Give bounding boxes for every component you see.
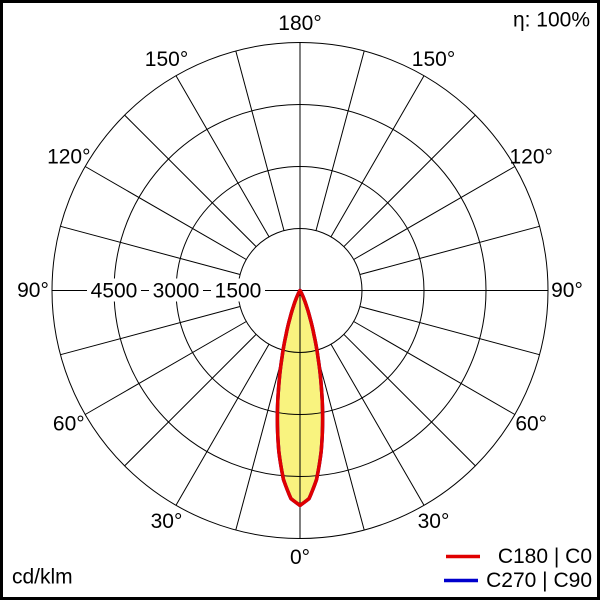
- curve-c180-c0: [275, 288, 325, 508]
- radial-scale-labels: 4500 3000 1500: [87, 278, 265, 303]
- polar-grid: [51, 42, 549, 539]
- grid-spoke: [315, 350, 365, 531]
- grid-spoke: [60, 306, 241, 356]
- grid-spoke: [330, 343, 425, 506]
- angle-label: 0°: [290, 546, 310, 569]
- radial-label-bg: [211, 278, 265, 302]
- grid-spoke: [124, 333, 257, 467]
- angle-label: 30°: [418, 510, 450, 533]
- grid-spoke: [330, 75, 425, 238]
- angle-label: 60°: [515, 413, 547, 436]
- angle-label: 150°: [412, 48, 455, 71]
- radial-tick-label: 1500: [215, 280, 262, 303]
- angle-label: 120°: [47, 146, 90, 169]
- grid-spoke: [315, 50, 365, 231]
- grid-spoke: [343, 333, 476, 467]
- grid-spoke: [359, 225, 540, 275]
- radial-tick-label: 3000: [153, 280, 200, 303]
- efficiency-label: η: 100%: [513, 9, 590, 32]
- grid-spoke: [235, 50, 285, 231]
- angle-label: 150°: [145, 48, 188, 71]
- grid-spoke: [359, 306, 540, 356]
- legend-label-c270-c90: C270 | C90: [486, 569, 592, 592]
- radial-label-bg: [149, 278, 203, 302]
- grid-spoke: [343, 114, 476, 248]
- grid-spoke: [124, 114, 257, 248]
- grid-spoke: [175, 343, 270, 506]
- unit-label: cd/klm: [12, 566, 73, 589]
- radial-label-bg: [87, 278, 141, 302]
- grid-spoke: [84, 166, 247, 260]
- grid-spoke: [84, 321, 247, 415]
- angle-label: 60°: [53, 413, 85, 436]
- angle-label: 30°: [151, 510, 183, 533]
- angle-label: 90°: [551, 279, 583, 302]
- grid-spoke: [235, 350, 285, 531]
- angle-labels: 180° 150° 150° 120° 120° 90° 90° 60° 60° 30° 30° 0°: [17, 12, 583, 569]
- grid-spoke: [353, 166, 516, 260]
- angle-label: 90°: [17, 279, 49, 302]
- angle-label: 120°: [509, 146, 552, 169]
- legend: C180 | C0 C270 | C90: [444, 545, 592, 592]
- radial-tick-label: 4500: [91, 280, 138, 303]
- grid-spoke: [60, 225, 241, 275]
- grid-spoke: [353, 321, 516, 415]
- angle-label: 180°: [278, 12, 321, 35]
- grid-spoke: [175, 75, 270, 238]
- legend-label-c180-c0: C180 | C0: [498, 545, 592, 568]
